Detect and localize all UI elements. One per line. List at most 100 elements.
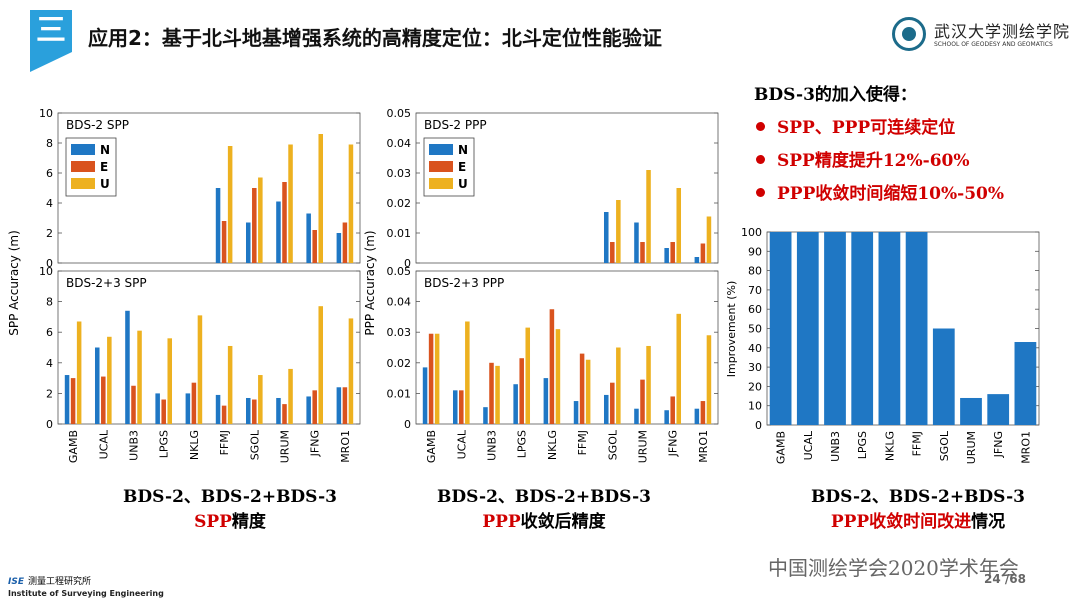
x-tick-label: FFMJ	[218, 430, 231, 455]
bar-improvement	[905, 232, 928, 425]
bar-n	[245, 397, 251, 424]
y-tick-label: 0	[404, 418, 411, 431]
legend-label: E	[458, 160, 466, 174]
bar-u	[107, 336, 112, 424]
bar-n	[276, 201, 281, 263]
y-tick-label: 2	[46, 227, 53, 240]
bar-improvement	[878, 232, 901, 425]
x-tick-label: LPGS	[158, 430, 171, 458]
institute-name-en: Institute of Surveying Engineering	[8, 589, 164, 598]
bar-e	[282, 404, 287, 424]
page-current: 24	[984, 572, 1001, 586]
y-tick-label: 40	[748, 342, 762, 355]
panel-title: BDS-2+3 PPP	[424, 276, 504, 290]
ppp-caption-line1: BDS-2、BDS-2+BDS-3	[437, 487, 651, 507]
x-tick-label: JFNG	[309, 430, 322, 457]
bar-improvement	[851, 232, 874, 425]
institute-logo: ISE 测量工程研究所 Institute of Surveying Engine…	[8, 574, 164, 598]
y-tick-label: 4	[46, 357, 53, 370]
y-tick-label: 2	[46, 387, 53, 400]
x-tick-label: SGOL	[938, 430, 951, 461]
y-tick-label: 0.03	[387, 326, 412, 339]
page-total: /68	[1004, 572, 1026, 586]
bullet-dot-icon	[756, 122, 765, 131]
bar-e	[252, 399, 257, 424]
bar-e	[342, 387, 348, 424]
y-axis-label: SPP Accuracy (m)	[7, 230, 21, 336]
bar-e	[489, 362, 494, 424]
spp-accuracy-chart: 0 2 4 6 8 10 BDS-2 SPP NEU 0 2 4 6 8 10 GAMB UCAL UNB3 LP…	[7, 107, 361, 463]
findings-list: BDS-3的加入使得： SPP、PPP可连续定位 SPP精度提升12%-60% …	[754, 80, 1074, 212]
bullet-dot-icon	[756, 188, 765, 197]
bar-u	[348, 144, 354, 263]
bar-e	[342, 222, 348, 263]
bar-u	[495, 365, 500, 424]
x-tick-label: FFMJ	[576, 430, 589, 455]
bar-u	[585, 359, 591, 424]
y-tick-label: 6	[46, 167, 53, 180]
bar-u	[258, 177, 263, 263]
legend-label: U	[458, 177, 468, 191]
bar-improvement	[769, 232, 792, 425]
ppp-caption-red: PPP	[482, 512, 521, 532]
y-tick-label: 6	[46, 326, 53, 339]
y-tick-label: 0	[46, 257, 53, 270]
university-name-en: SCHOOL OF GEODESY AND GEOMATICS	[934, 41, 1053, 48]
spp-caption-red: SPP	[194, 512, 232, 532]
x-tick-label: MRO1	[697, 430, 710, 463]
finding-text: SPP精度提升12%-60%	[777, 151, 970, 171]
y-tick-label: 60	[748, 303, 762, 316]
bar-n	[125, 310, 130, 424]
bar-n	[483, 407, 488, 424]
x-tick-label: UNB3	[829, 431, 842, 462]
bar-n	[336, 387, 342, 424]
bar-u	[227, 146, 233, 263]
bar-u	[137, 330, 142, 424]
ppp-caption-line2: PPP收敛后精度	[424, 507, 664, 532]
bar-e	[579, 353, 585, 424]
x-tick-label: NKLG	[188, 430, 201, 460]
bar-u	[167, 338, 173, 424]
y-axis-label: Improvement (%)	[725, 281, 738, 378]
y-tick-label: 8	[46, 296, 53, 309]
bar-u	[318, 134, 324, 263]
y-tick-label: 10	[39, 265, 53, 278]
bar-e	[161, 399, 166, 424]
legend-label: N	[458, 143, 468, 157]
y-tick-label: 30	[748, 361, 762, 374]
bar-u	[348, 318, 354, 424]
bar-n	[306, 396, 311, 424]
bar-u	[646, 170, 651, 263]
x-tick-label: LPGS	[516, 430, 529, 458]
y-axis-label: PPP Accuracy (m)	[363, 230, 377, 335]
bar-n	[694, 257, 700, 263]
bar-u	[616, 200, 621, 263]
x-tick-label: MRO1	[339, 430, 352, 463]
bar-e	[101, 376, 106, 424]
bar-u	[676, 188, 682, 263]
bar-e	[221, 405, 227, 424]
bar-n	[452, 390, 458, 424]
y-tick-label: 100	[741, 226, 762, 239]
legend-swatch-e	[71, 161, 95, 172]
y-tick-label: 0	[755, 419, 762, 432]
bar-n	[603, 394, 609, 424]
bar-u	[227, 345, 233, 424]
bar-n	[276, 397, 281, 424]
bar-n	[694, 408, 700, 424]
bar-e	[549, 309, 555, 424]
improvement-caption-rest: 情况	[971, 512, 1006, 532]
x-tick-label: UCAL	[802, 430, 815, 460]
spp-caption-line2: SPP精度	[110, 507, 350, 532]
finding-item: SPP精度提升12%-60%	[754, 146, 1074, 171]
spp-caption: BDS-2、BDS-2+BDS-3 SPP精度	[110, 482, 350, 532]
finding-text: PPP收敛时间缩短10%-50%	[777, 184, 1005, 204]
bar-n	[603, 212, 609, 263]
bar-u	[197, 315, 203, 424]
bar-u	[676, 313, 682, 424]
y-tick-label: 0.03	[387, 167, 412, 180]
page-number: 24 /68	[984, 572, 1026, 586]
bar-n	[634, 222, 639, 263]
y-tick-label: 90	[748, 245, 762, 258]
bullet-dot-icon	[756, 155, 765, 164]
